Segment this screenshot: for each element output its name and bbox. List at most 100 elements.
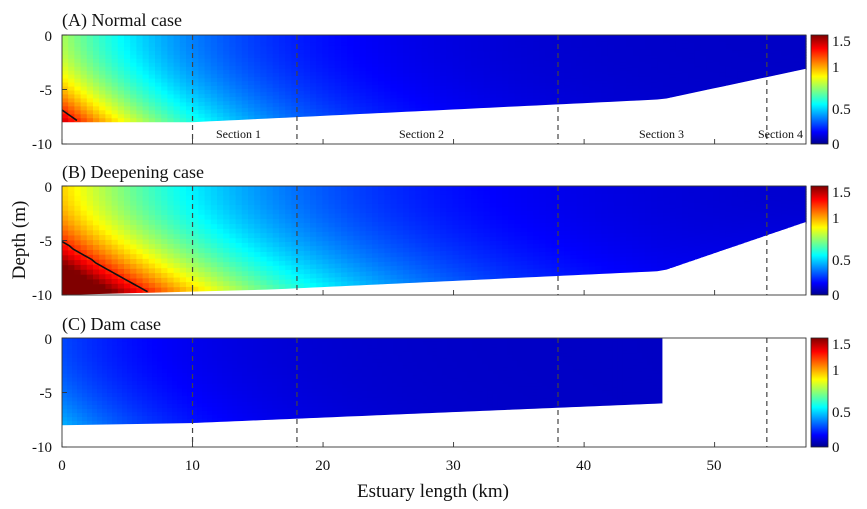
heatmap-cell	[663, 186, 671, 191]
heatmap-cell	[582, 81, 590, 86]
heatmap-cell	[489, 64, 497, 69]
heatmap-cell	[651, 248, 658, 253]
heatmap-cell	[744, 45, 751, 49]
heatmap-cell	[353, 195, 361, 201]
heatmap-cell	[124, 74, 131, 80]
heatmap-cell	[353, 186, 361, 192]
heatmap-cell	[390, 279, 398, 285]
heatmap-cell	[675, 40, 683, 44]
heatmap-cell	[700, 80, 708, 84]
heatmap-cell	[694, 229, 702, 234]
heatmap-cell	[576, 190, 584, 195]
heatmap-cell	[62, 265, 69, 271]
heatmap-cell	[186, 110, 193, 115]
heatmap-cell	[74, 205, 82, 212]
heatmap-cell	[719, 79, 726, 83]
heatmap-cell	[105, 38, 113, 44]
heatmap-cell	[589, 270, 596, 275]
heatmap-cell	[434, 65, 441, 70]
heatmap-cell	[266, 237, 274, 244]
heatmap-cell	[285, 42, 292, 47]
heatmap-cell	[706, 239, 714, 243]
heatmap-cell	[384, 35, 392, 40]
heatmap-cell	[396, 230, 404, 236]
heatmap-cell	[328, 60, 336, 65]
heatmap-cell	[124, 50, 131, 56]
heatmap-cell	[527, 231, 534, 237]
heatmap-cell	[254, 42, 261, 48]
heatmap-cell	[675, 218, 683, 223]
heatmap-cell	[589, 44, 596, 48]
heatmap-cell	[607, 225, 615, 231]
heatmap-cell	[390, 98, 398, 103]
heatmap-cell	[737, 47, 745, 51]
heatmap-cell	[372, 52, 379, 57]
heatmap-cell	[347, 42, 354, 47]
heatmap-cell	[601, 205, 609, 211]
heatmap-cell	[446, 224, 454, 230]
heatmap-cell	[99, 284, 106, 290]
heatmap-cell	[86, 210, 94, 217]
heatmap-cell	[415, 251, 423, 257]
heatmap-cell	[365, 52, 373, 58]
heatmap-cell	[254, 115, 261, 120]
heatmap-cell	[440, 220, 447, 226]
heatmap-cell	[607, 80, 615, 85]
heatmap-cell	[514, 93, 522, 98]
heatmap-cell	[303, 68, 311, 73]
heatmap-cell	[359, 195, 367, 201]
heatmap-cell	[204, 262, 212, 268]
heatmap-cell	[93, 264, 100, 271]
heatmap-cell	[99, 94, 106, 100]
heatmap-cell	[421, 242, 429, 248]
heatmap-cell	[105, 210, 113, 216]
heatmap-cell	[365, 74, 373, 79]
heatmap-cell	[384, 275, 392, 281]
heatmap-cell	[322, 57, 330, 62]
heatmap-cell	[117, 259, 125, 265]
heatmap-cell	[446, 242, 454, 248]
heatmap-cell	[558, 271, 565, 277]
heatmap-cell	[651, 58, 658, 63]
heatmap-cell	[260, 80, 268, 86]
heatmap-cell	[669, 66, 677, 70]
heatmap-cell	[558, 75, 565, 80]
heatmap-cell	[576, 210, 584, 215]
heatmap-cell	[111, 259, 119, 265]
heatmap-cell	[260, 219, 268, 225]
heatmap-cell	[130, 263, 137, 270]
heatmap-cell	[483, 51, 491, 56]
heatmap-cell	[347, 63, 354, 69]
heatmap-cell	[669, 223, 677, 228]
heatmap-cell	[124, 46, 131, 52]
heatmap-cell	[706, 49, 714, 53]
heatmap-cell	[626, 201, 633, 207]
heatmap-cell	[173, 277, 181, 283]
heatmap-cell	[682, 75, 689, 79]
heatmap-cell	[415, 225, 423, 231]
heatmap-cell	[737, 52, 745, 56]
heatmap-cell	[613, 68, 621, 72]
heatmap-cell	[502, 215, 509, 221]
heatmap-cell	[520, 76, 528, 81]
heatmap-cell	[483, 64, 491, 69]
heatmap-cell	[310, 241, 317, 247]
heatmap-cell	[297, 57, 305, 62]
heatmap-cell	[173, 46, 181, 52]
heatmap-cell	[514, 64, 522, 69]
heatmap-cell	[539, 186, 547, 191]
heatmap-cell	[607, 229, 615, 235]
heatmap-cell	[700, 202, 708, 206]
heatmap-cell	[477, 61, 485, 66]
heatmap-cell	[582, 47, 590, 52]
heatmap-cell	[322, 264, 330, 270]
heatmap-cell	[706, 214, 714, 218]
heatmap-cell	[105, 205, 113, 212]
heatmap-cell	[86, 94, 94, 100]
heatmap-cell	[310, 105, 317, 110]
heatmap-cell	[694, 249, 702, 253]
heatmap-cell	[700, 72, 708, 76]
heatmap-cell	[248, 285, 255, 291]
heatmap-cell	[514, 86, 522, 91]
heatmap-cell	[496, 44, 503, 49]
